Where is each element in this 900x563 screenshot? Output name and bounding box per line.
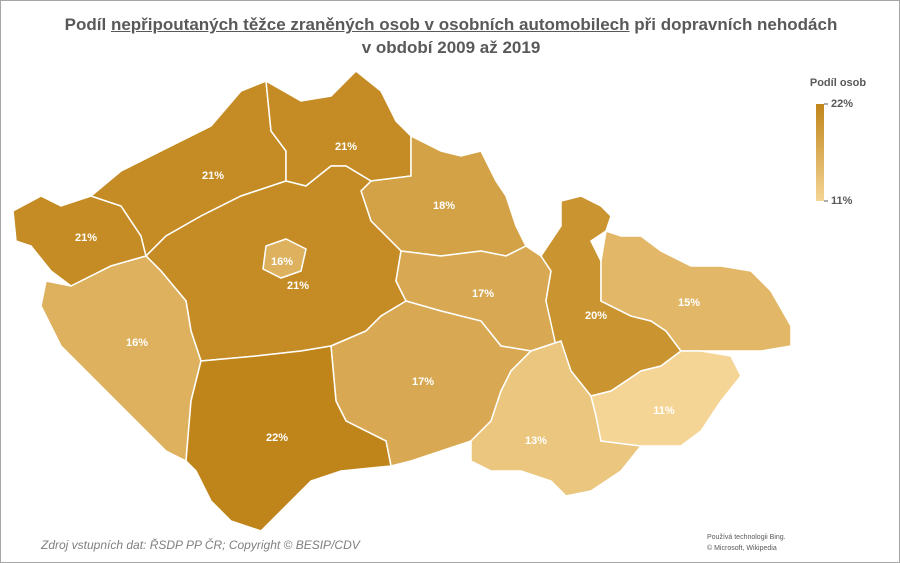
- region-label: 18%: [433, 200, 455, 212]
- source: Zdroj vstupních dat: ŘSDP PP ČR; Copyrig…: [40, 537, 361, 552]
- region: [185, 345, 392, 532]
- attribution: Používá technologii Bing.: [707, 534, 786, 541]
- region-label: 16%: [126, 337, 148, 349]
- title-segment: Podíl: [64, 15, 111, 34]
- region-label: 17%: [472, 288, 494, 300]
- colorbar-tick-label: 11%: [831, 195, 853, 207]
- colorbar-tick-label: 22%: [831, 98, 853, 110]
- region-label: 11%: [653, 405, 675, 417]
- legend-title: Podíl osob: [810, 77, 867, 89]
- region-label: 21%: [75, 232, 97, 244]
- region-label: 13%: [525, 435, 547, 447]
- title-segment: při dopravních nehodách v období 2009 až…: [361, 15, 838, 57]
- region: [590, 350, 742, 447]
- attribution: © Microsoft, Wikipedia: [707, 544, 777, 552]
- region-label: 16%: [271, 256, 293, 268]
- region-label: 15%: [678, 297, 700, 309]
- region-label: 22%: [266, 432, 288, 444]
- region-label: 21%: [287, 280, 309, 292]
- region-label: 21%: [335, 141, 357, 153]
- region: [600, 230, 792, 352]
- region-label: 21%: [202, 170, 224, 182]
- region: [262, 238, 307, 279]
- colorbar: [816, 104, 824, 201]
- region-label: 20%: [585, 310, 607, 322]
- region-label: 17%: [412, 376, 434, 388]
- map-title: Podíl nepřipoutaných těžce zraněných oso…: [61, 13, 841, 59]
- title-segment: nepřipoutaných těžce zraněných osob v os…: [110, 15, 630, 34]
